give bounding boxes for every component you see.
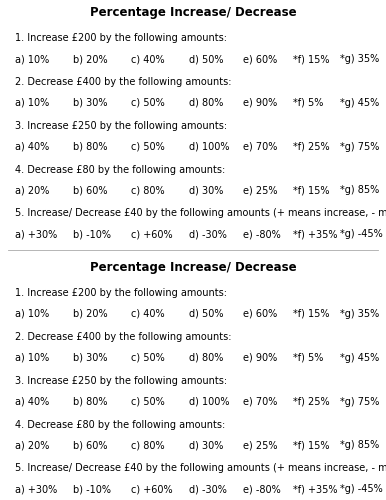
- Text: d) 80%: d) 80%: [189, 98, 223, 108]
- Text: d) 50%: d) 50%: [189, 309, 223, 319]
- Text: d) 30%: d) 30%: [189, 440, 223, 450]
- Text: e) 25%: e) 25%: [243, 186, 278, 196]
- Text: *f) 5%: *f) 5%: [293, 353, 324, 363]
- Text: a) 40%: a) 40%: [15, 142, 50, 152]
- Text: 4. Decrease £80 by the following amounts:: 4. Decrease £80 by the following amounts…: [15, 164, 226, 174]
- Text: 1. Increase £200 by the following amounts:: 1. Increase £200 by the following amount…: [15, 288, 227, 298]
- Text: d) 30%: d) 30%: [189, 186, 223, 196]
- Text: e) 60%: e) 60%: [243, 309, 278, 319]
- Text: *f) +35%: *f) +35%: [293, 484, 338, 494]
- Text: a) +30%: a) +30%: [15, 230, 58, 239]
- Text: d) 100%: d) 100%: [189, 142, 230, 152]
- Text: c) 40%: c) 40%: [131, 309, 165, 319]
- Text: 3. Increase £250 by the following amounts:: 3. Increase £250 by the following amount…: [15, 121, 228, 131]
- Text: *f) 25%: *f) 25%: [293, 396, 330, 406]
- Text: *f) 15%: *f) 15%: [293, 440, 330, 450]
- Text: *f) 15%: *f) 15%: [293, 54, 330, 64]
- Text: c) 50%: c) 50%: [131, 98, 165, 108]
- Text: a) 10%: a) 10%: [15, 98, 50, 108]
- Text: a) 10%: a) 10%: [15, 309, 50, 319]
- Text: 3. Increase £250 by the following amounts:: 3. Increase £250 by the following amount…: [15, 376, 228, 386]
- Text: 2. Decrease £400 by the following amounts:: 2. Decrease £400 by the following amount…: [15, 332, 232, 342]
- Text: *g) 35%: *g) 35%: [340, 309, 379, 319]
- Text: Percentage Increase/ Decrease: Percentage Increase/ Decrease: [90, 6, 296, 19]
- Text: a) +30%: a) +30%: [15, 484, 58, 494]
- Text: *g) -45%: *g) -45%: [340, 230, 383, 239]
- Text: *f) 15%: *f) 15%: [293, 309, 330, 319]
- Text: c) 80%: c) 80%: [131, 440, 165, 450]
- Text: b) 80%: b) 80%: [73, 142, 108, 152]
- Text: b) 30%: b) 30%: [73, 98, 108, 108]
- Text: b) -10%: b) -10%: [73, 230, 111, 239]
- Text: d) -30%: d) -30%: [189, 230, 227, 239]
- Text: a) 20%: a) 20%: [15, 186, 50, 196]
- Text: b) 60%: b) 60%: [73, 186, 108, 196]
- Text: *g) -45%: *g) -45%: [340, 484, 383, 494]
- Text: c) 50%: c) 50%: [131, 396, 165, 406]
- Text: a) 10%: a) 10%: [15, 353, 50, 363]
- Text: e) 25%: e) 25%: [243, 440, 278, 450]
- Text: d) -30%: d) -30%: [189, 484, 227, 494]
- Text: e) 70%: e) 70%: [243, 142, 278, 152]
- Text: b) -10%: b) -10%: [73, 484, 111, 494]
- Text: e) 70%: e) 70%: [243, 396, 278, 406]
- Text: *g) 75%: *g) 75%: [340, 142, 379, 152]
- Text: a) 20%: a) 20%: [15, 440, 50, 450]
- Text: a) 10%: a) 10%: [15, 54, 50, 64]
- Text: d) 80%: d) 80%: [189, 353, 223, 363]
- Text: a) 40%: a) 40%: [15, 396, 50, 406]
- Text: b) 60%: b) 60%: [73, 440, 108, 450]
- Text: c) 80%: c) 80%: [131, 186, 165, 196]
- Text: *g) 85%: *g) 85%: [340, 440, 379, 450]
- Text: e) 90%: e) 90%: [243, 98, 278, 108]
- Text: 2. Decrease £400 by the following amounts:: 2. Decrease £400 by the following amount…: [15, 77, 232, 87]
- Text: e) -80%: e) -80%: [243, 230, 281, 239]
- Text: 1. Increase £200 by the following amounts:: 1. Increase £200 by the following amount…: [15, 33, 227, 43]
- Text: *f) 5%: *f) 5%: [293, 98, 324, 108]
- Text: *g) 45%: *g) 45%: [340, 98, 379, 108]
- Text: *g) 45%: *g) 45%: [340, 353, 379, 363]
- Text: d) 50%: d) 50%: [189, 54, 223, 64]
- Text: 5. Increase/ Decrease £40 by the following amounts (+ means increase, - means de: 5. Increase/ Decrease £40 by the followi…: [15, 464, 386, 473]
- Text: e) 90%: e) 90%: [243, 353, 278, 363]
- Text: b) 20%: b) 20%: [73, 309, 108, 319]
- Text: Percentage Increase/ Decrease: Percentage Increase/ Decrease: [90, 261, 296, 274]
- Text: e) -80%: e) -80%: [243, 484, 281, 494]
- Text: b) 20%: b) 20%: [73, 54, 108, 64]
- Text: c) +60%: c) +60%: [131, 484, 173, 494]
- Text: c) +60%: c) +60%: [131, 230, 173, 239]
- Text: d) 100%: d) 100%: [189, 396, 230, 406]
- Text: *g) 85%: *g) 85%: [340, 186, 379, 196]
- Text: *g) 75%: *g) 75%: [340, 396, 379, 406]
- Text: 4. Decrease £80 by the following amounts:: 4. Decrease £80 by the following amounts…: [15, 420, 226, 430]
- Text: c) 50%: c) 50%: [131, 353, 165, 363]
- Text: *g) 35%: *g) 35%: [340, 54, 379, 64]
- Text: *f) +35%: *f) +35%: [293, 230, 338, 239]
- Text: c) 50%: c) 50%: [131, 142, 165, 152]
- Text: e) 60%: e) 60%: [243, 54, 278, 64]
- Text: *f) 25%: *f) 25%: [293, 142, 330, 152]
- Text: b) 80%: b) 80%: [73, 396, 108, 406]
- Text: *f) 15%: *f) 15%: [293, 186, 330, 196]
- Text: 5. Increase/ Decrease £40 by the following amounts (+ means increase, - means de: 5. Increase/ Decrease £40 by the followi…: [15, 208, 386, 218]
- Text: c) 40%: c) 40%: [131, 54, 165, 64]
- Text: b) 30%: b) 30%: [73, 353, 108, 363]
